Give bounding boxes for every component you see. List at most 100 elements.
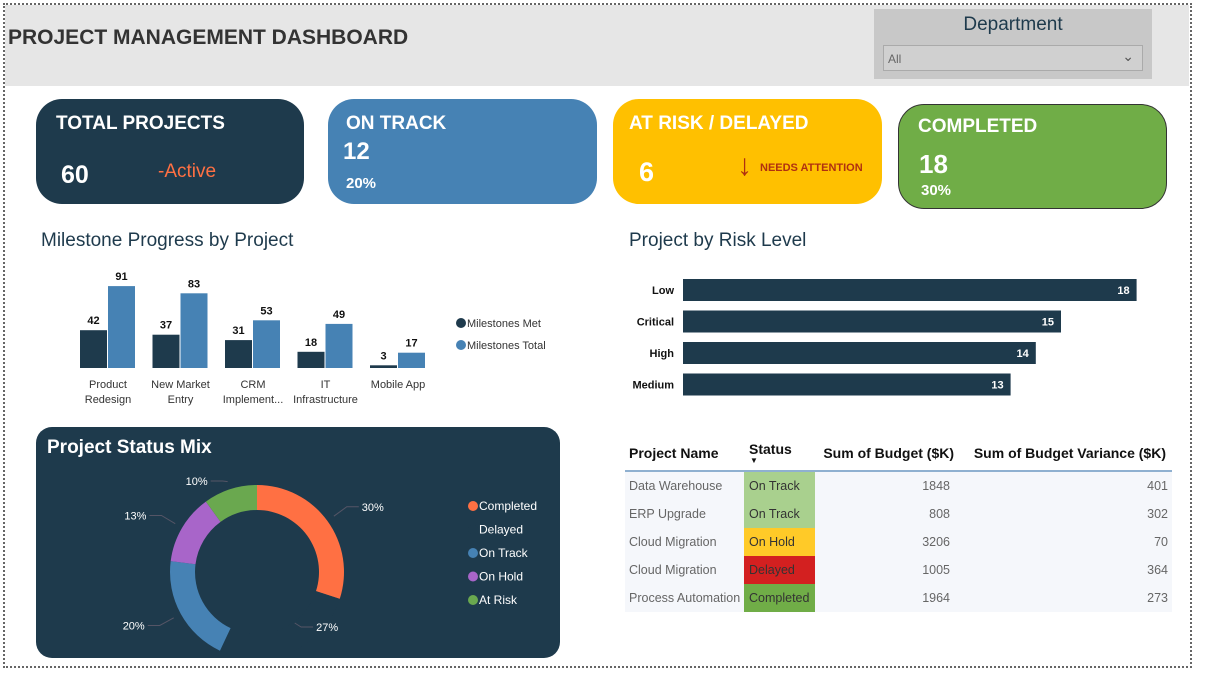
category-label: IT: [321, 379, 331, 391]
category-label: Product: [89, 379, 127, 391]
cell-variance: 401: [1147, 479, 1168, 493]
cell-variance: 273: [1147, 591, 1168, 605]
kpi-on-track: ON TRACK 12 20%: [328, 99, 597, 204]
cell-budget: 1848: [922, 479, 950, 493]
category-label: Redesign: [85, 394, 131, 406]
col-status[interactable]: Status ▼: [744, 436, 815, 470]
kpi-note: -Active: [158, 161, 217, 182]
cell-budget: 1005: [922, 563, 950, 577]
table-header: Project Name Status ▼ Sum of Budget ($K) …: [625, 436, 1172, 472]
cell-project-name: Data Warehouse: [629, 479, 723, 493]
risk-chart: Low 18 Critical 15 High 14 Medium 13: [632, 279, 1137, 396]
bar-total: [253, 320, 280, 368]
data-label: 15: [1042, 317, 1054, 329]
data-label: 91: [115, 271, 127, 283]
department-dropdown[interactable]: All ⌄: [883, 45, 1143, 71]
sort-desc-icon: ▼: [750, 455, 758, 465]
legend-label: Milestones Total: [467, 340, 546, 352]
kpi-value: 6: [639, 157, 655, 187]
table-row[interactable]: Cloud Migration Delayed 1005 364: [625, 556, 1172, 584]
cell-budget: 3206: [922, 535, 950, 549]
data-label: 18: [305, 337, 317, 349]
data-label: 37: [160, 320, 172, 332]
cell-variance: 364: [1147, 563, 1168, 577]
bar: [683, 373, 1011, 396]
data-label: 42: [87, 315, 99, 327]
legend-label: Delayed: [479, 523, 523, 537]
department-slicer: Department All ⌄: [874, 9, 1152, 79]
milestone-chart-title: Milestone Progress by Project: [41, 230, 294, 251]
data-label: 83: [188, 278, 200, 290]
kpi-percent: 20%: [346, 175, 377, 192]
col-project-name[interactable]: Project Name: [629, 445, 719, 461]
legend-label: On Track: [479, 546, 529, 560]
table-row[interactable]: Cloud Migration On Hold 3206 70: [625, 528, 1172, 556]
data-label: 13: [991, 380, 1003, 392]
bar-total: [398, 352, 425, 368]
col-variance[interactable]: Sum of Budget Variance ($K): [973, 445, 1166, 461]
table-row[interactable]: Data Warehouse On Track 1848 401: [625, 472, 1172, 500]
category-label: Mobile App: [371, 379, 425, 391]
data-label: 3: [380, 350, 386, 362]
department-value: All: [888, 52, 902, 66]
leader-line: [294, 622, 314, 628]
legend-label: Completed: [479, 499, 537, 513]
data-label: 31: [232, 325, 244, 337]
donut-slice: [257, 485, 344, 599]
kpi-value: 60: [61, 161, 89, 189]
cell-variance: 70: [1154, 535, 1168, 549]
data-label: 30%: [362, 502, 384, 514]
cell-status: On Track: [744, 500, 815, 528]
legend-marker: [468, 595, 478, 605]
donut-slice: [219, 591, 340, 658]
data-label: 13%: [124, 510, 146, 522]
col-budget[interactable]: Sum of Budget ($K): [823, 445, 954, 461]
donut-slice: [170, 501, 221, 565]
bar-met: [80, 330, 107, 368]
legend-marker: [456, 318, 466, 328]
cell-budget: 808: [929, 507, 950, 521]
leader-line: [147, 617, 174, 626]
projects-table: Project Name Status ▼ Sum of Budget ($K) …: [625, 436, 1172, 612]
category-label: Infrastructure: [293, 394, 358, 406]
chevron-down-icon: ⌄: [1122, 48, 1134, 64]
kpi-at-risk: AT RISK / DELAYED 6 ↓ NEEDS ATTENTION: [613, 99, 882, 204]
legend-marker: [468, 524, 478, 535]
kpi-total-projects: TOTAL PROJECTS 60 -Active: [36, 99, 304, 204]
bar-met: [297, 351, 325, 368]
cell-status: On Track: [744, 472, 815, 500]
data-label: 18: [1117, 285, 1129, 297]
data-label: 27%: [316, 622, 338, 634]
category-label: Low: [652, 285, 674, 297]
cell-project-name: Cloud Migration: [629, 563, 717, 577]
leader-line: [210, 480, 228, 483]
legend-marker: [468, 571, 478, 582]
cell-budget: 1964: [922, 591, 950, 605]
kpi-completed: COMPLETED 18 30%: [898, 104, 1167, 209]
kpi-note: NEEDS ATTENTION: [760, 162, 863, 174]
cell-project-name: ERP Upgrade: [629, 507, 706, 521]
cell-project-name: Cloud Migration: [629, 535, 717, 549]
data-label: 53: [260, 305, 272, 317]
bar-total: [325, 323, 353, 368]
legend-marker: [468, 548, 478, 558]
bar-total: [180, 293, 208, 368]
status-donut-chart: 30% 27% 20% 13% 10% Completed Delayed On Track O…: [123, 476, 537, 658]
bar-total: [108, 286, 135, 368]
category-label: CRM: [240, 379, 265, 391]
table-row[interactable]: Process Automation Completed 1964 273: [625, 584, 1172, 612]
data-label: 49: [333, 309, 345, 321]
table-row[interactable]: ERP Upgrade On Track 808 302: [625, 500, 1172, 528]
cell-status: Delayed: [744, 556, 815, 584]
legend-marker: [456, 340, 466, 350]
category-label: High: [650, 348, 675, 360]
arrow-down-icon: ↓: [737, 149, 752, 182]
kpi-label: COMPLETED: [918, 116, 1038, 137]
category-label: Medium: [632, 380, 674, 392]
leader-line: [333, 506, 359, 517]
page-border: [3, 3, 1192, 668]
donut-slice: [169, 561, 231, 651]
data-label: 17: [405, 338, 417, 350]
bar-met: [152, 334, 180, 368]
legend-label: At Risk: [479, 593, 518, 607]
